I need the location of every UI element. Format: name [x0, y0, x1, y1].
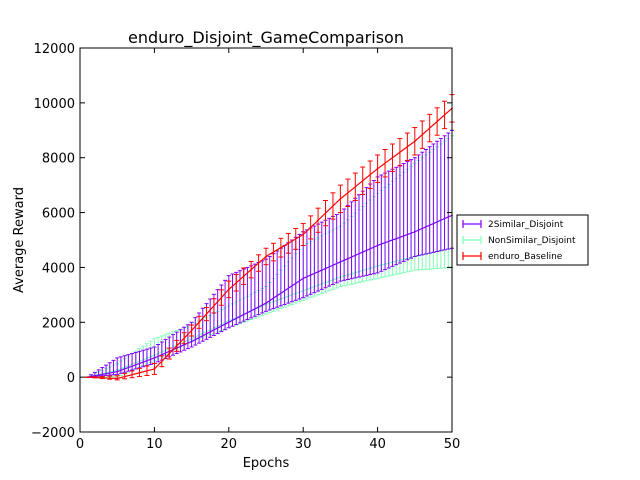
- data-point: [228, 288, 230, 291]
- legend-label-nonsimilar-disjoint: NonSimilar_Disjoint: [488, 236, 576, 246]
- y-tick-label: 6000: [42, 207, 75, 222]
- data-point: [376, 244, 379, 247]
- y-axis-label: Average Reward: [12, 187, 27, 293]
- legend-item-enduro-baseline: enduro_Baseline: [462, 252, 563, 262]
- y-tick-label: 4000: [42, 261, 75, 276]
- data-point: [376, 167, 379, 170]
- y-tick-label: 8000: [42, 152, 75, 167]
- series-line: [87, 107, 453, 380]
- data-point: [302, 277, 305, 280]
- data-point: [302, 233, 305, 236]
- y-tick-label: 12000: [34, 42, 75, 57]
- plot-layer: [84, 94, 455, 381]
- legend-item-nonsimilar-disjoint: NonSimilar_Disjoint: [462, 236, 576, 246]
- legend-label-enduro-baseline: enduro_Baseline: [488, 252, 563, 262]
- data-point: [116, 370, 118, 373]
- data-point: [339, 261, 342, 263]
- series-enduro-baseline: [84, 94, 455, 381]
- legend-label-2similar-disjoint: 2Similar_Disjoint: [488, 220, 564, 230]
- data-point: [116, 377, 118, 380]
- data-point: [339, 198, 342, 200]
- series-line: [87, 214, 453, 378]
- x-tick-label: 30: [295, 437, 312, 452]
- y-tick-label: 10000: [34, 97, 75, 112]
- data-point: [153, 357, 156, 359]
- data-point: [86, 376, 89, 378]
- data-point: [190, 329, 193, 332]
- data-point: [265, 255, 267, 258]
- data-point: [228, 321, 230, 324]
- x-ticks: 0 10 20 30 40 50: [76, 48, 460, 452]
- data-point: [414, 230, 416, 233]
- data-point: [414, 140, 416, 143]
- chart-title: enduro_Disjoint_GameComparison: [128, 28, 404, 48]
- x-tick-label: 50: [444, 437, 461, 452]
- y-tick-label: −2000: [31, 426, 75, 441]
- x-tick-label: 0: [76, 437, 84, 452]
- data-point: [190, 340, 193, 343]
- x-axis-label: Epochs: [243, 456, 290, 471]
- y-ticks: −2000 0 2000 4000 6000 8000 10000 12000: [31, 42, 452, 441]
- data-point: [265, 302, 267, 304]
- legend: 2Similar_Disjoint NonSimilar_Disjoint en…: [456, 214, 589, 266]
- x-tick-label: 40: [369, 437, 386, 452]
- axes-frame: [79, 47, 453, 433]
- data-point: [153, 368, 156, 370]
- x-tick-label: 10: [146, 437, 163, 452]
- x-tick-label: 20: [221, 437, 238, 452]
- y-tick-label: 0: [67, 371, 75, 386]
- legend-item-2similar-disjoint: 2Similar_Disjoint: [462, 220, 564, 230]
- y-tick-label: 2000: [42, 316, 75, 331]
